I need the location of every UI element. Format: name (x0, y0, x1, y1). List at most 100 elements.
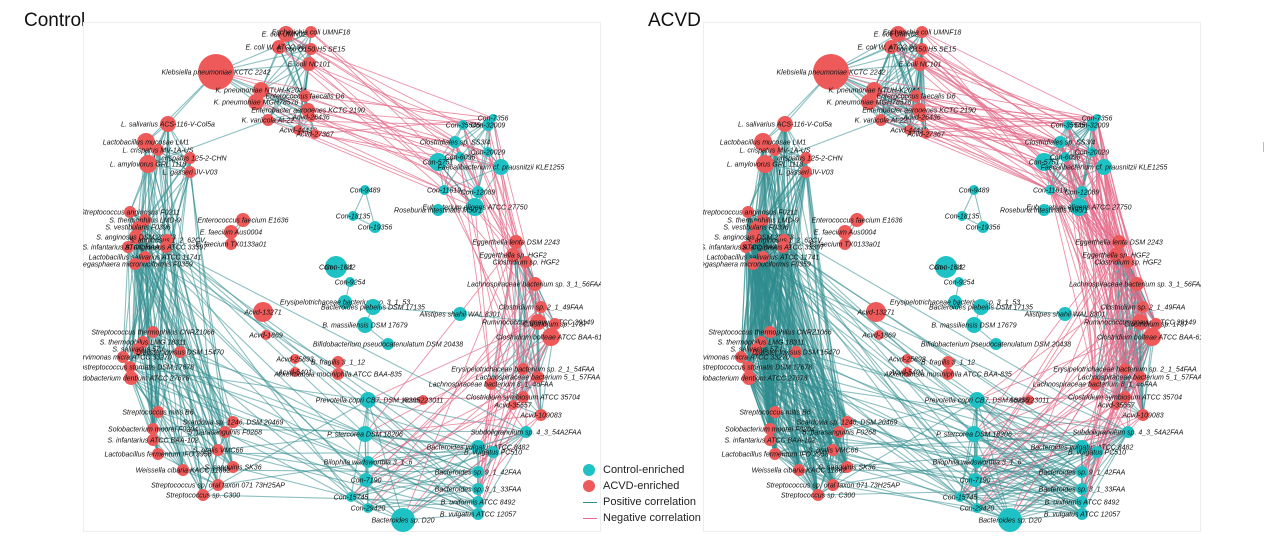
acvd-node-label-n106: B. uniformis ATCC 8492 (1045, 500, 1120, 507)
acvd-edge-negative (1091, 151, 1144, 416)
control-edge-positive (147, 163, 168, 241)
control-edge-positive (260, 48, 312, 91)
acvd-edge-positive (762, 171, 807, 258)
acvd-node-label-n82: Acvd-109083 (1121, 413, 1163, 420)
control-edge-positive (365, 479, 479, 490)
acvd-edge-positive (774, 411, 834, 486)
control-edge-positive (217, 433, 366, 451)
control-node-n71 (124, 361, 136, 373)
control-node-label-n3: E. coli W, ATCC 9637 (245, 45, 313, 52)
acvd-node-label-n19: L. amylovorus GRL 1118 (727, 162, 803, 169)
acvd-node-label-n68: S. salivarius 57.I (730, 347, 781, 354)
acvd-node-label-n71: Peptostreptococcus stomatis DSM 17678 (703, 365, 812, 372)
control-edge-positive (147, 163, 154, 441)
acvd-node-n104 (955, 492, 965, 502)
control-node-n91 (212, 444, 224, 456)
acvd-node-n78 (1119, 363, 1131, 375)
control-node-label-n64: Clostridium bolteae ATCC BAA-613 (496, 335, 601, 342)
acvd-edge-negative (1049, 189, 1096, 385)
acvd-node-n86 (764, 423, 776, 435)
acvd-edge-positive (764, 163, 800, 471)
control-edge-positive (129, 211, 479, 515)
control-edge-positive (217, 461, 369, 486)
acvd-node-label-n95: Streptococcus sp. C300 (781, 493, 855, 500)
acvd-node-label-n9: Enterococcus faecalis D6 (877, 94, 956, 101)
network-control: E. coli UMN026 Escherichia coli UMNF18 E. … (83, 22, 601, 532)
acvd-node-n15 (777, 116, 793, 132)
acvd-node-label-n93: Weissella cibaria KACC 11862 (752, 468, 847, 475)
acvd-dot-icon (583, 480, 595, 492)
control-node-n33 (348, 211, 358, 221)
control-node-label-n6: E. coli NC101 (288, 62, 331, 69)
control-edge-negative (310, 116, 461, 158)
control-node-n38 (132, 221, 144, 233)
acvd-node-label-n96: P. stercorea DSM 18206 (936, 432, 1012, 439)
control-edge-positive (232, 466, 352, 498)
control-node-label-n37: S. thermophilus LMD-9 (109, 218, 181, 225)
acvd-edge-positive (740, 356, 1083, 503)
acvd-edge-positive (747, 366, 848, 423)
control-node-n34 (369, 221, 381, 233)
acvd-node-n38 (750, 221, 762, 233)
control-edge-positive (179, 351, 226, 433)
acvd-node-n55 (973, 299, 989, 315)
control-edge-negative (255, 101, 445, 191)
control-edge-negative (364, 336, 552, 435)
acvd-edge-positive (795, 351, 848, 423)
control-node-label-n33: Con-18135 (336, 214, 371, 221)
panel-title-control: Control (24, 10, 86, 31)
control-edge-negative (462, 124, 517, 243)
control-edge-positive (137, 348, 366, 435)
control-edge-positive (157, 149, 204, 496)
control-node-n61 (261, 330, 271, 340)
control-edge-positive (267, 31, 312, 121)
acvd-node-n42 (777, 241, 789, 253)
acvd-node-label-n76: Akkermansia muciniphila ATCC BAA-835 (883, 372, 1012, 379)
acvd-edge-positive (959, 471, 1083, 498)
control-node-label-n14: Acvd-27367 (295, 132, 334, 139)
control-edge-positive (165, 246, 527, 433)
control-node-n79 (532, 371, 544, 383)
control-node-n21 (458, 120, 468, 130)
control-node-n99 (487, 446, 499, 458)
acvd-node-n92 (841, 461, 853, 473)
control-edge-positive (144, 256, 404, 521)
acvd-edge-negative (1081, 404, 1117, 515)
acvd-edge-positive (798, 449, 834, 471)
acvd-edge-negative (1059, 141, 1126, 398)
control-edge-negative (367, 321, 539, 401)
control-edge-positive (512, 254, 542, 308)
acvd-edge-positive (755, 226, 1083, 448)
control-edge-negative (260, 89, 461, 158)
acvd-edge-positive (745, 246, 1083, 490)
control-node-label-n15: L. salivarius ACS-116-V-Col5a (121, 122, 215, 129)
control-edge-positive (152, 439, 479, 490)
control-edge-positive (179, 351, 219, 486)
control-node-n80 (517, 391, 529, 403)
acvd-edge-positive (817, 399, 978, 496)
acvd-node-label-n20: L. gasseri JV-V03 (779, 170, 834, 177)
control-edge-positive (134, 263, 181, 353)
acvd-node-n70 (735, 351, 747, 363)
control-node-n95 (197, 489, 209, 501)
acvd-node-n6 (913, 57, 927, 71)
control-node-label-n41: S. infantarius ATCC BAA-102 (83, 245, 174, 252)
control-edge-positive (179, 351, 352, 498)
acvd-node-n66 (764, 326, 776, 338)
acvd-node-label-n24: Con-5751 (1029, 160, 1060, 167)
acvd-node-n27 (1087, 147, 1097, 157)
acvd-node-label-n52: Con-1642 (935, 265, 966, 272)
control-edge-positive (130, 377, 219, 451)
control-edge-negative (492, 117, 542, 308)
acvd-edge-positive (782, 246, 1083, 503)
control-node-n50 (520, 256, 532, 268)
acvd-node-label-n38: S. vestibularis F0396 (723, 225, 788, 232)
acvd-node-label-n7: K. pneumoniae NTUH-K2044 (828, 88, 919, 95)
acvd-node-label-n61: Acvd-1869 (861, 333, 896, 340)
acvd-edge-positive (740, 246, 747, 358)
acvd-edge-positive (798, 466, 848, 471)
control-edge-positive (152, 428, 527, 433)
acvd-node-n23 (1093, 114, 1101, 122)
control-node-n97 (471, 440, 485, 454)
control-edge-negative (307, 109, 489, 126)
